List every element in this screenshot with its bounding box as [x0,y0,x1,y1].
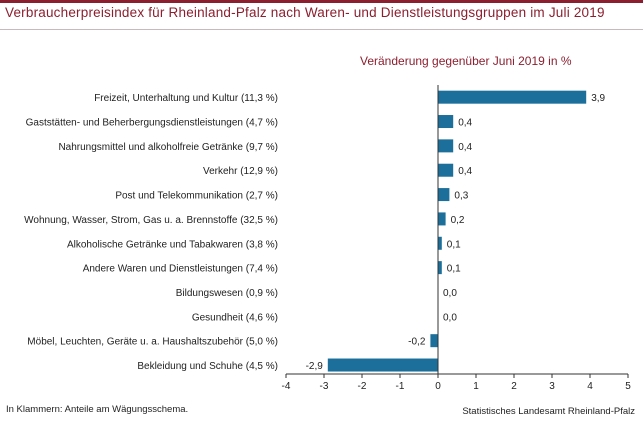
bar [438,236,442,250]
value-label: 3,9 [591,93,605,104]
x-tick-label: 4 [587,381,593,392]
value-label: 0,1 [447,239,461,250]
value-label: -2,9 [306,361,324,372]
value-label: 0,0 [443,288,457,299]
x-tick-label: 2 [511,381,517,392]
bar [438,188,450,202]
value-label: 0,4 [458,142,472,153]
category-label: Nahrungsmittel und alkoholfreie Getränke… [58,142,278,153]
value-label: 0,4 [458,118,472,129]
category-label: Freizeit, Unterhaltung und Kultur (11,3 … [94,93,278,104]
top-rule [0,0,643,3]
x-tick-label: -2 [358,381,367,392]
category-label: Wohnung, Wasser, Strom, Gas u. a. Brenns… [24,215,278,226]
value-label: -0,2 [408,337,426,348]
category-label: Bildungswesen (0,9 %) [176,288,278,299]
category-label: Möbel, Leuchten, Geräte u. a. Haushaltsz… [27,337,278,348]
chart-title: Verbraucherpreisindex für Rheinland-Pfal… [5,5,605,20]
category-label: Alkoholische Getränke und Tabakwaren (3,… [67,239,278,250]
category-label: Andere Waren und Dienstleistungen (7,4 %… [83,264,278,275]
x-tick-label: -3 [320,381,329,392]
value-label: 0,3 [454,191,468,202]
bar [438,139,454,153]
bars-group [327,90,587,372]
title-divider [0,29,643,30]
x-tick-label: -1 [396,381,405,392]
x-tick-label: 1 [473,381,479,392]
bar [438,212,446,226]
bar [438,115,454,129]
footnote: In Klammern: Anteile am Wägungsschema. [6,404,189,415]
category-label: Gaststätten- und Beherbergungsdienstleis… [26,118,278,129]
category-label: Verkehr (12,9 %) [203,166,278,177]
category-label: Bekleidung und Schuhe (4,5 %) [137,361,278,372]
chart-subtitle: Veränderung gegenüber Juni 2019 in % [360,54,572,68]
x-tick-label: 5 [625,381,631,392]
value-label: 0,4 [458,166,472,177]
category-labels-group: Freizeit, Unterhaltung und Kultur (11,3 … [24,93,278,372]
value-labels-group: 3,9 0,4 0,4 0,4 0,3 0,2 0,1 0,1 0,0 0,0 -0,2 -2,9 [306,93,606,372]
value-label: 0,0 [443,312,457,323]
x-axis-group: -4 -3 -2 -1 0 1 2 3 4 5 [282,85,631,392]
source-note: Statistisches Landesamt Rheinland-Pfalz [462,406,635,417]
value-label: 0,1 [447,264,461,275]
bar [430,334,438,348]
bar [327,358,438,372]
bar [438,261,442,275]
category-label: Post und Telekommunikation (2,7 %) [115,191,278,202]
bar [438,90,587,104]
x-tick-label: -4 [282,381,291,392]
bar [438,163,454,177]
x-tick-label: 0 [435,381,441,392]
value-label: 0,2 [451,215,465,226]
x-tick-label: 3 [549,381,555,392]
category-label: Gesundheit (4,6 %) [192,312,278,323]
